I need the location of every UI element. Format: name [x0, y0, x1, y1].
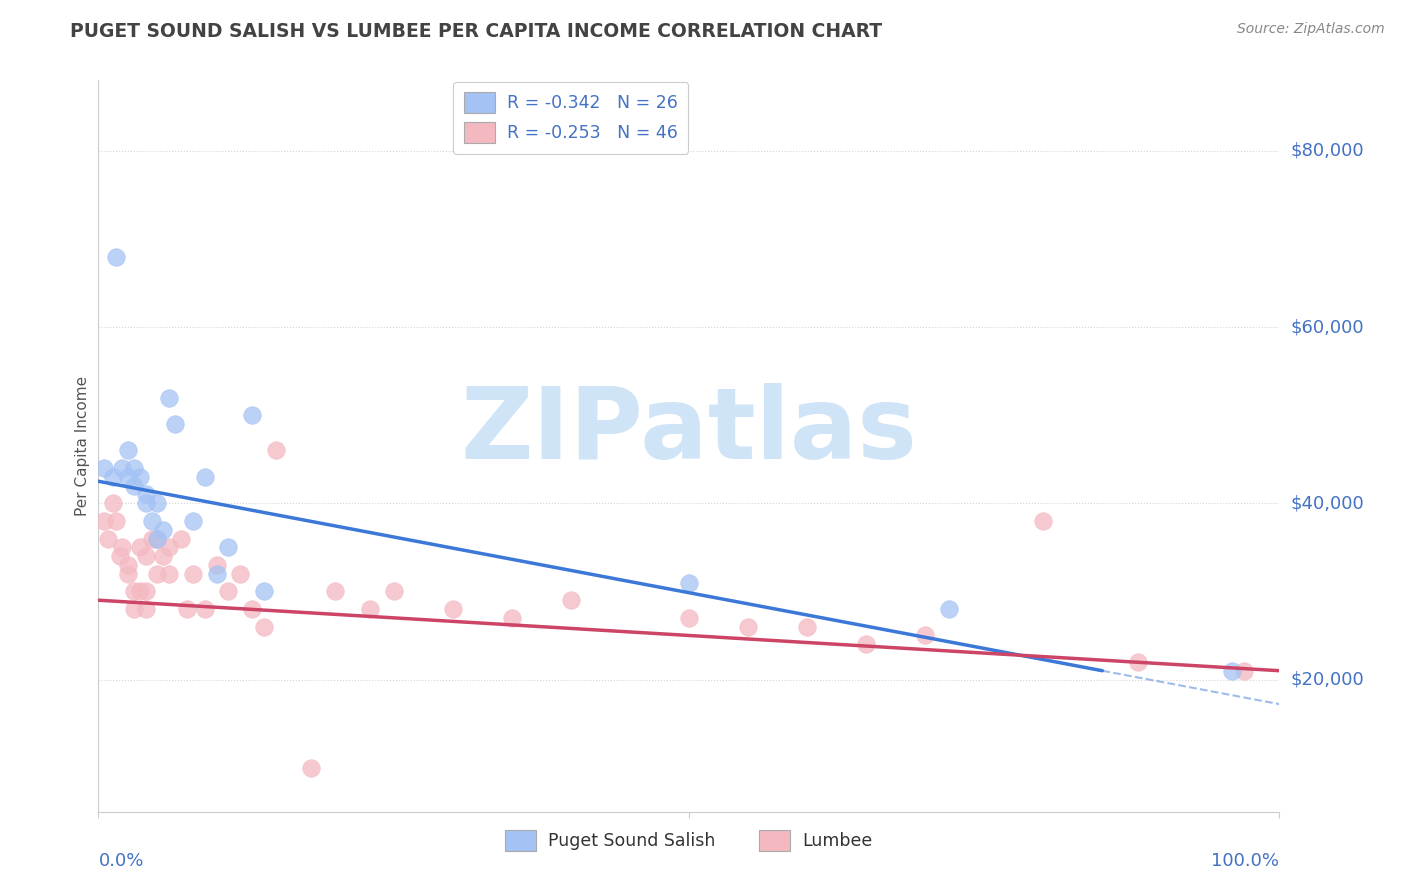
Point [135, 584, 157, 599]
Point [101, 496, 124, 510]
Point [678, 611, 700, 625]
Point [93, 514, 115, 528]
Text: 100.0%: 100.0% [1212, 852, 1279, 870]
Point [264, 443, 287, 458]
Point [122, 461, 145, 475]
Point [135, 602, 157, 616]
Point [157, 566, 180, 581]
Point [299, 761, 322, 775]
Point [111, 461, 134, 475]
Point [1126, 655, 1149, 669]
Point [141, 532, 163, 546]
Text: $40,000: $40,000 [1291, 494, 1364, 512]
Point [101, 470, 124, 484]
Point [217, 541, 239, 555]
Text: Source: ZipAtlas.com: Source: ZipAtlas.com [1237, 22, 1385, 37]
Point [157, 541, 180, 555]
Point [914, 628, 936, 642]
Point [217, 584, 239, 599]
Point [105, 250, 128, 264]
Point [128, 541, 150, 555]
Point [170, 532, 193, 546]
Point [1220, 664, 1243, 678]
Point [135, 487, 157, 501]
Point [194, 602, 217, 616]
Text: PUGET SOUND SALISH VS LUMBEE PER CAPITA INCOME CORRELATION CHART: PUGET SOUND SALISH VS LUMBEE PER CAPITA … [70, 22, 883, 41]
Point [141, 514, 163, 528]
Point [117, 470, 139, 484]
Point [382, 584, 405, 599]
Point [157, 391, 180, 405]
Point [323, 584, 346, 599]
Point [938, 602, 960, 616]
Point [194, 470, 217, 484]
Y-axis label: Per Capita Income: Per Capita Income [75, 376, 90, 516]
Text: ZIPatlas: ZIPatlas [461, 383, 917, 480]
Text: $80,000: $80,000 [1291, 142, 1364, 160]
Point [117, 558, 139, 572]
Point [229, 566, 252, 581]
Point [240, 602, 263, 616]
Point [253, 584, 276, 599]
Point [108, 549, 131, 563]
Point [441, 602, 464, 616]
Point [146, 532, 169, 546]
Text: $20,000: $20,000 [1291, 671, 1364, 689]
Point [146, 496, 169, 510]
Point [135, 549, 157, 563]
Point [796, 620, 818, 634]
Point [855, 637, 877, 651]
Point [205, 566, 228, 581]
Point [152, 549, 174, 563]
Point [1032, 514, 1054, 528]
Point [146, 566, 169, 581]
Legend: Puget Sound Salish, Lumbee: Puget Sound Salish, Lumbee [498, 822, 880, 858]
Point [135, 496, 157, 510]
Point [152, 523, 174, 537]
Text: $60,000: $60,000 [1291, 318, 1364, 336]
Text: 0.0%: 0.0% [98, 852, 143, 870]
Point [146, 532, 169, 546]
Point [181, 566, 204, 581]
Point [501, 611, 523, 625]
Point [122, 602, 145, 616]
Point [737, 620, 759, 634]
Point [253, 620, 276, 634]
Point [128, 470, 150, 484]
Point [205, 558, 228, 572]
Point [122, 584, 145, 599]
Point [128, 584, 150, 599]
Point [678, 575, 700, 590]
Point [117, 566, 139, 581]
Point [117, 443, 139, 458]
Point [111, 541, 134, 555]
Point [93, 461, 115, 475]
Point [240, 408, 263, 422]
Point [165, 417, 187, 431]
Point [359, 602, 381, 616]
Point [105, 514, 128, 528]
Point [181, 514, 204, 528]
Point [176, 602, 198, 616]
Point [122, 478, 145, 492]
Point [1233, 664, 1256, 678]
Point [97, 532, 120, 546]
Point [560, 593, 582, 607]
